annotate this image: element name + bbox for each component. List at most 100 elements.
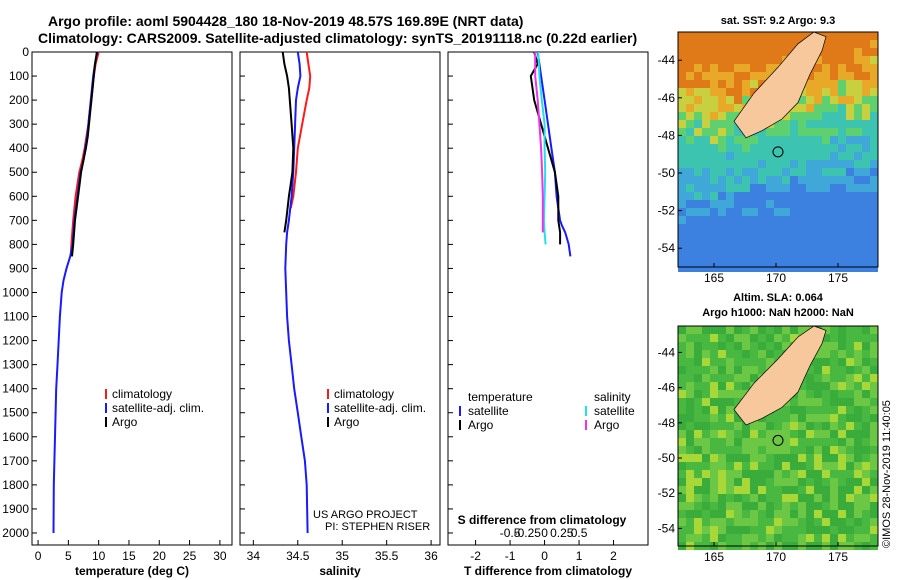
map-cell xyxy=(718,184,726,192)
map-cell xyxy=(862,168,870,176)
map-lat-label: -54 xyxy=(658,521,676,535)
map-cell xyxy=(758,192,766,200)
map-cell xyxy=(678,152,686,160)
map-cell xyxy=(766,40,774,48)
map-cell xyxy=(758,350,766,358)
map-cell xyxy=(870,40,878,48)
map-cell xyxy=(790,454,798,462)
map-cell xyxy=(774,216,782,224)
map-cell xyxy=(766,342,774,350)
map-cell xyxy=(814,422,822,430)
map-cell xyxy=(686,56,694,64)
map-cell xyxy=(758,430,766,438)
map-cell xyxy=(854,248,862,256)
map-cell xyxy=(782,446,790,454)
map-cell xyxy=(822,478,830,486)
map-frame xyxy=(677,325,879,547)
map-cell xyxy=(870,486,878,494)
map-cell xyxy=(742,342,750,350)
y-tick-label: 1500 xyxy=(2,406,29,420)
map-cell xyxy=(694,48,702,56)
map-cell xyxy=(822,232,830,240)
map-cell xyxy=(718,422,726,430)
map-cell xyxy=(686,478,694,486)
y-tick-label: 700 xyxy=(9,213,29,227)
map-cell xyxy=(862,48,870,56)
map-cell xyxy=(766,494,774,502)
map-cell xyxy=(678,64,686,72)
map-cell xyxy=(702,56,710,64)
map-cell xyxy=(838,128,846,136)
legend-title-temperature: temperature xyxy=(468,390,533,404)
credit-project: US ARGO PROJECT xyxy=(313,509,418,521)
map-cell xyxy=(734,358,742,366)
map-cell xyxy=(782,144,790,152)
map-cell xyxy=(854,390,862,398)
map-cell xyxy=(830,398,838,406)
map-cell xyxy=(846,168,854,176)
map-cell xyxy=(702,168,710,176)
map-cell xyxy=(702,256,710,264)
map-lon-label: 165 xyxy=(704,550,724,564)
map-lat-label: -52 xyxy=(658,486,676,500)
map-cell xyxy=(830,184,838,192)
map-cell xyxy=(870,48,878,56)
map-cell xyxy=(694,160,702,168)
map-cell xyxy=(734,136,742,144)
map-cell xyxy=(710,374,718,382)
map-cell xyxy=(726,48,734,56)
map-cell xyxy=(790,486,798,494)
y-tick-label: 1400 xyxy=(2,382,29,396)
map-cell xyxy=(830,470,838,478)
map-cell xyxy=(790,406,798,414)
map-cell xyxy=(830,510,838,518)
map-cell xyxy=(822,326,830,334)
map-cell xyxy=(854,64,862,72)
map-cell xyxy=(750,136,758,144)
y-tick-label: 1600 xyxy=(2,430,29,444)
map-cell xyxy=(862,72,870,80)
map-cell xyxy=(710,382,718,390)
map-cell xyxy=(854,200,862,208)
map-cell xyxy=(838,398,846,406)
map-cell xyxy=(798,208,806,216)
map-cell xyxy=(870,128,878,136)
map-cell xyxy=(702,160,710,168)
map-cell xyxy=(710,128,718,136)
map-cell xyxy=(750,168,758,176)
map-cell xyxy=(822,334,830,342)
map-cell xyxy=(806,534,814,542)
map-cell xyxy=(718,526,726,534)
y-tick-label: 600 xyxy=(9,189,29,203)
map-cell xyxy=(734,128,742,136)
map-cell xyxy=(854,168,862,176)
map-cell xyxy=(822,264,830,272)
map-cell xyxy=(702,390,710,398)
map-cell xyxy=(686,486,694,494)
map-cell xyxy=(678,438,686,446)
map-cell xyxy=(718,382,726,390)
map-cell xyxy=(750,40,758,48)
map-cell xyxy=(710,184,718,192)
y-tick-label: 900 xyxy=(9,261,29,275)
map-cell xyxy=(806,390,814,398)
map-cell xyxy=(870,422,878,430)
map-cell xyxy=(862,200,870,208)
map-cell xyxy=(718,216,726,224)
map-cell xyxy=(726,438,734,446)
map-cell xyxy=(822,104,830,112)
y-tick-label: 1900 xyxy=(2,502,29,516)
map-cell xyxy=(838,534,846,542)
map-cell xyxy=(782,112,790,120)
map-cell xyxy=(806,240,814,248)
map-cell xyxy=(790,136,798,144)
map-cell xyxy=(798,398,806,406)
map-cell xyxy=(806,248,814,256)
map-cell xyxy=(742,326,750,334)
map-cell xyxy=(710,486,718,494)
map-cell xyxy=(782,486,790,494)
map-cell xyxy=(822,64,830,72)
map-cell xyxy=(782,510,790,518)
map-cell xyxy=(830,128,838,136)
map-cell xyxy=(718,470,726,478)
